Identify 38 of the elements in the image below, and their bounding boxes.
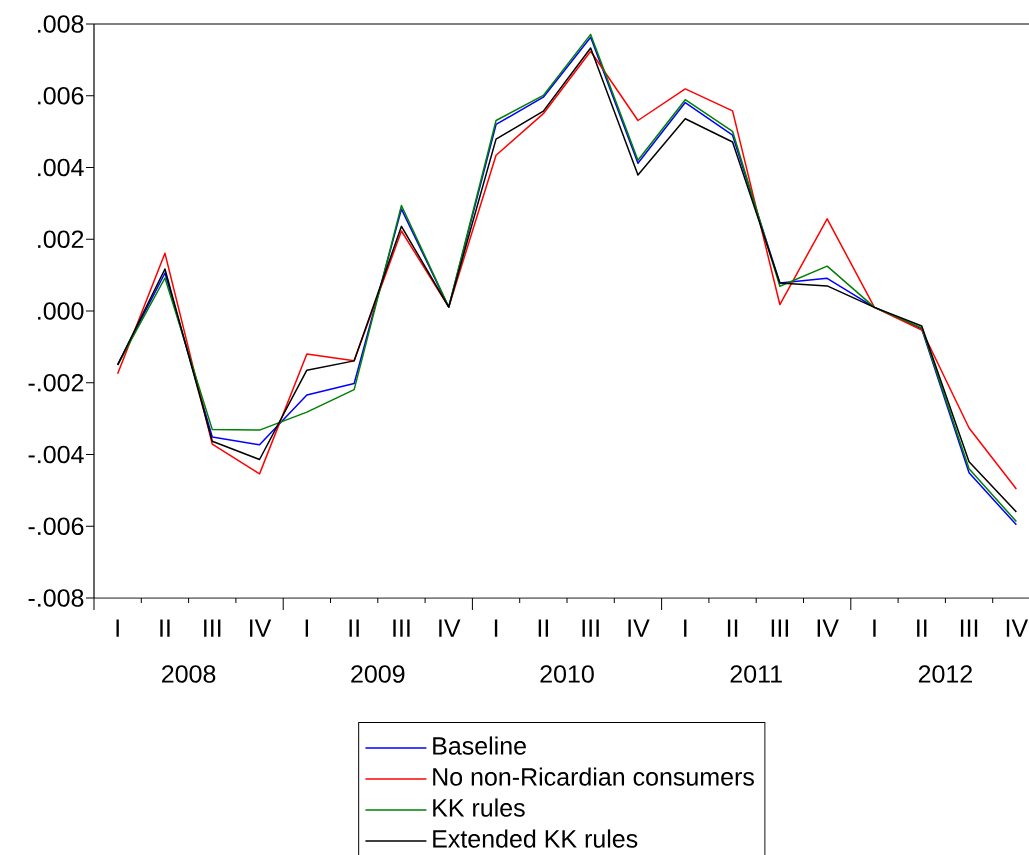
x-tick-label: II [727,619,738,637]
x-tick-label: III [204,619,221,637]
x-tick-label: I [494,619,498,637]
legend-label: No non-Ricardian consumers [433,767,754,786]
x-tick-label: III [771,619,788,637]
text: 2012 [918,665,972,683]
legend-label: Extended KK rules [433,829,638,848]
x-tick-label: III [582,619,599,637]
y-tick-label: -.006 [28,517,84,536]
y-tick-label: .000 [38,302,84,320]
y-tick-label: .004 [38,158,84,177]
y-tick-label: .008 [38,15,84,33]
legend-label: KK rules [433,798,525,817]
x-tick-label: III [960,619,978,637]
x-tick-label: IV [439,619,461,637]
x-tick-label: II [917,619,927,637]
x-tick-label: I [684,619,687,637]
text: 2009 [351,665,405,683]
y-tick-label: -.002 [28,373,84,392]
text: 2008 [162,665,216,683]
x-tick-label: I [116,619,119,637]
legend-label: Baseline [433,736,526,755]
x-tick-label: II [160,619,170,637]
y-tick-label: -.004 [28,445,84,464]
x-tick-label: IV [250,619,272,637]
x-tick-label: IV [628,619,650,637]
text: 2010 [540,665,594,683]
text: 2011 [730,665,782,683]
x-tick-label: IV [1006,619,1029,637]
y-tick-label: .002 [38,230,84,249]
x-tick-label: II [538,619,548,637]
x-tick-label: IV [817,619,839,637]
x-tick-label: III [393,619,410,637]
y-tick-label: .006 [38,86,84,105]
x-tick-label: II [349,619,359,637]
x-tick-label: I [873,619,876,637]
x-tick-label: I [305,619,309,637]
y-tick-label: -.008 [28,589,84,607]
